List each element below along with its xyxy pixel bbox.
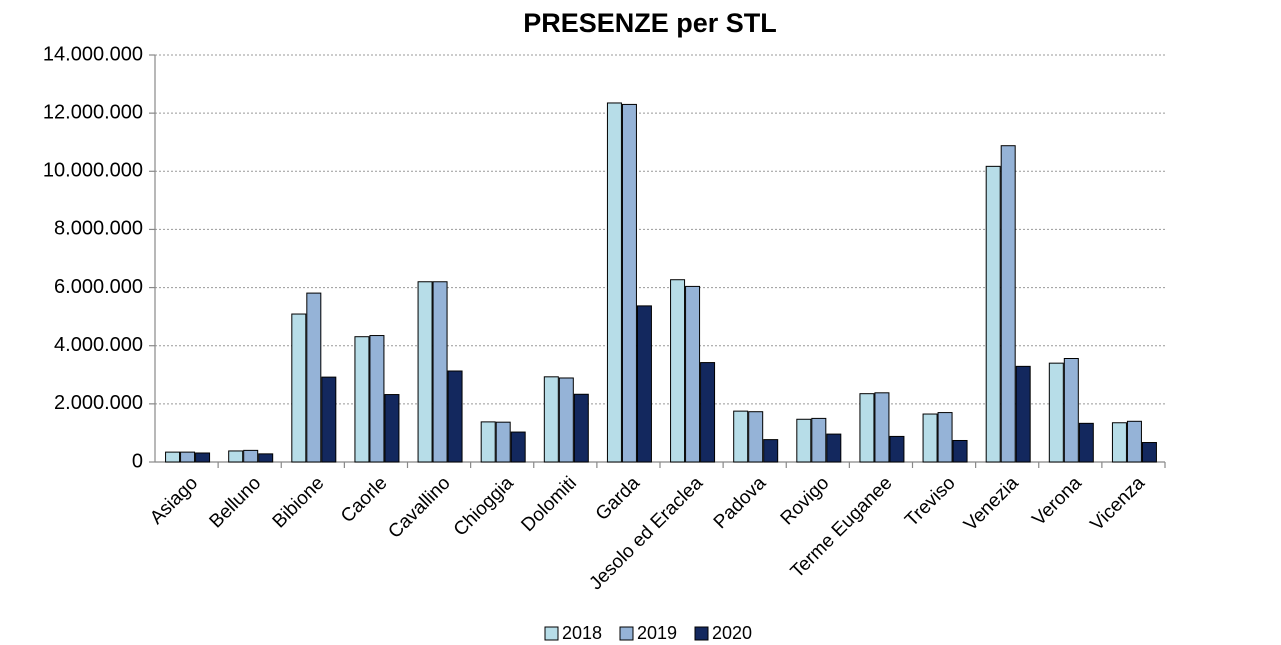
y-tick-label: 4.000.000 bbox=[54, 334, 143, 356]
bar bbox=[354, 336, 370, 463]
bar bbox=[384, 394, 400, 463]
bar bbox=[874, 392, 890, 463]
bar bbox=[1078, 422, 1094, 463]
bar bbox=[321, 376, 337, 463]
bar bbox=[291, 313, 307, 463]
bar bbox=[636, 305, 652, 463]
x-tick-label: Bibione bbox=[269, 473, 329, 533]
bar bbox=[480, 421, 496, 463]
x-tick-label: Garda bbox=[592, 472, 644, 524]
x-tick-label: Dolomiti bbox=[517, 473, 580, 536]
bar bbox=[922, 413, 938, 463]
bar bbox=[1000, 145, 1016, 463]
bar bbox=[859, 393, 875, 463]
bar bbox=[243, 449, 259, 463]
y-tick-label: 12.000.000 bbox=[43, 101, 143, 123]
x-tick-label: Vicenza bbox=[1087, 472, 1150, 535]
bar bbox=[1063, 358, 1079, 463]
bar bbox=[937, 412, 953, 463]
x-tick-label: Belluno bbox=[206, 473, 266, 533]
x-tick-label: Venezia bbox=[960, 472, 1023, 535]
legend-swatch bbox=[544, 626, 559, 641]
bar bbox=[1111, 422, 1127, 463]
x-tick-label: Rovigo bbox=[777, 473, 834, 530]
bar bbox=[573, 393, 589, 463]
bar bbox=[733, 410, 749, 463]
y-tick-label: 6.000.000 bbox=[54, 276, 143, 298]
bar bbox=[826, 433, 842, 463]
bar bbox=[621, 103, 637, 463]
bar bbox=[180, 451, 196, 463]
bar bbox=[447, 370, 463, 463]
y-tick-label: 10.000.000 bbox=[43, 160, 143, 182]
bar bbox=[495, 421, 511, 463]
y-tick-label: 0 bbox=[132, 450, 143, 472]
bar bbox=[889, 435, 905, 463]
y-tick-label: 14.000.000 bbox=[43, 43, 143, 65]
x-tick-label: Jesolo ed Eraclea bbox=[585, 472, 707, 594]
legend-label: 2020 bbox=[712, 623, 752, 643]
legend-swatch bbox=[694, 626, 709, 641]
bar bbox=[1015, 365, 1031, 463]
x-tick-label: Caorle bbox=[337, 473, 391, 527]
x-tick-label: Cavallino bbox=[384, 473, 454, 543]
bar bbox=[258, 453, 274, 463]
bar bbox=[685, 285, 701, 463]
x-tick-label: Chioggia bbox=[450, 472, 518, 540]
bar bbox=[558, 377, 574, 463]
x-tick-label: Padova bbox=[710, 472, 771, 533]
legend-label: 2018 bbox=[562, 623, 602, 643]
y-tick-label: 2.000.000 bbox=[54, 392, 143, 414]
bar bbox=[606, 102, 622, 463]
bar bbox=[952, 439, 968, 463]
bar bbox=[796, 418, 812, 463]
bar bbox=[306, 292, 322, 463]
bar bbox=[369, 335, 385, 463]
bar bbox=[985, 165, 1001, 463]
legend-label: 2019 bbox=[637, 623, 677, 643]
x-tick-label: Asiago bbox=[146, 473, 202, 529]
bar bbox=[228, 450, 244, 463]
bar bbox=[811, 417, 827, 463]
bar bbox=[165, 451, 181, 463]
bar bbox=[417, 281, 433, 463]
bar bbox=[195, 452, 211, 463]
legend-swatch bbox=[619, 626, 634, 641]
bar bbox=[670, 279, 686, 463]
bar bbox=[432, 281, 448, 463]
bar bbox=[543, 376, 559, 463]
bar bbox=[700, 362, 716, 463]
bar bbox=[763, 439, 779, 463]
x-tick-label: Treviso bbox=[901, 473, 959, 531]
bar bbox=[1141, 442, 1157, 463]
bar bbox=[1126, 420, 1142, 463]
x-tick-label: Verona bbox=[1028, 472, 1086, 530]
bar bbox=[748, 411, 764, 463]
chart-title: PRESENZE per STL bbox=[523, 8, 777, 38]
bar bbox=[510, 431, 526, 463]
bar bbox=[1048, 362, 1064, 463]
y-tick-label: 8.000.000 bbox=[54, 218, 143, 240]
